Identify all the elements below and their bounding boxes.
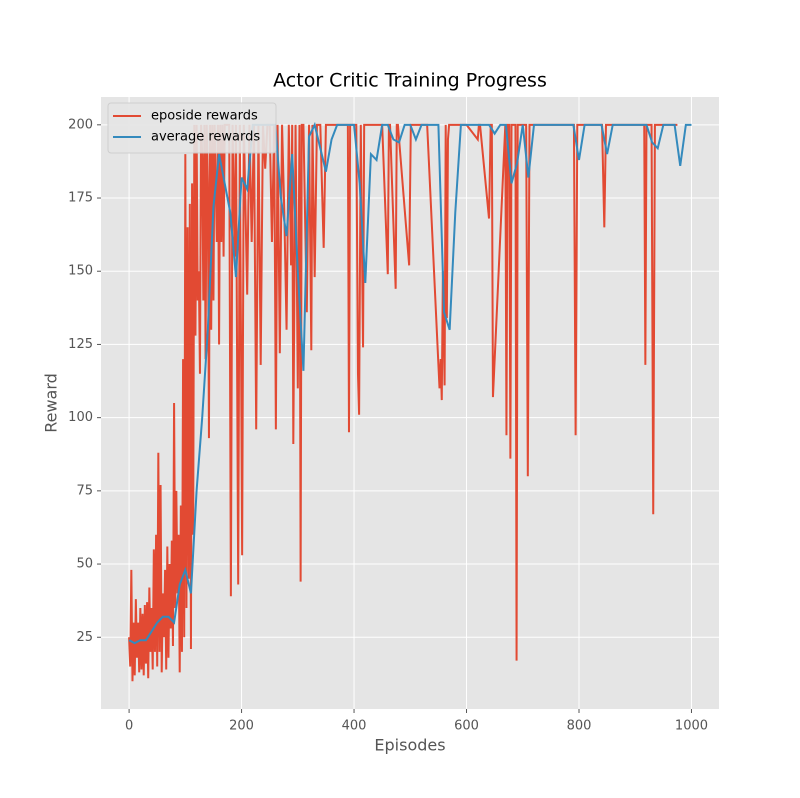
legend-label: eposide rewards (151, 109, 258, 124)
y-tick-label: 25 (76, 630, 93, 645)
x-axis-label: Episodes (374, 736, 445, 755)
x-tick-label: 1000 (675, 719, 708, 734)
y-tick-label: 200 (68, 117, 93, 132)
series-line (128, 121, 692, 645)
lines (128, 121, 692, 682)
y-tick-label: 125 (68, 337, 93, 352)
x-tick-label: 0 (125, 719, 133, 734)
x-tick-label: 800 (567, 719, 592, 734)
series-line (128, 123, 678, 682)
chart-title: Actor Critic Training Progress (273, 70, 547, 92)
y-tick-label: 75 (76, 483, 93, 498)
y-tick-label: 50 (76, 557, 93, 572)
y-axis-label: Reward (42, 373, 61, 433)
y-tick-label: 175 (68, 191, 93, 206)
legend-box (107, 102, 277, 154)
x-tick-label: 400 (342, 719, 367, 734)
legend-label: average rewards (151, 130, 260, 145)
x-tick-label: 200 (229, 719, 254, 734)
y-tick-label: 100 (68, 410, 93, 425)
x-tick-label: 600 (454, 719, 479, 734)
y-tick-label: 150 (68, 264, 93, 279)
legend: eposide rewards average rewards (107, 102, 277, 154)
